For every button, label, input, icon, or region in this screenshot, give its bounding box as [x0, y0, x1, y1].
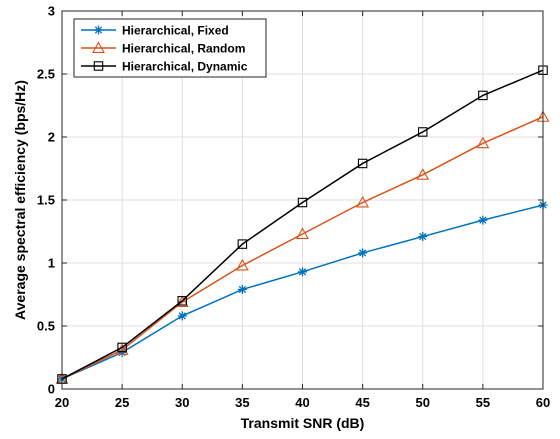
asterisk-stroke — [94, 26, 103, 34]
data-point — [177, 296, 188, 306]
data-point — [237, 284, 247, 294]
data-point — [358, 248, 368, 258]
data-point — [357, 158, 368, 169]
asterisk-marker — [418, 232, 428, 242]
asterisk-stroke — [298, 268, 307, 276]
data-point — [117, 342, 127, 353]
series-layer — [55, 65, 550, 384]
x-tick-label: 40 — [295, 395, 309, 410]
asterisk-marker — [358, 248, 368, 258]
asterisk-marker — [298, 267, 307, 277]
data-point — [356, 195, 370, 208]
x-tick-label: 25 — [115, 395, 129, 410]
triangle-marker — [356, 195, 370, 208]
y-tick-label: 1 — [48, 256, 55, 271]
x-tick-label: 30 — [175, 395, 189, 410]
triangle-marker — [235, 258, 249, 271]
data-point — [418, 232, 428, 242]
asterisk-stroke — [479, 216, 487, 224]
triangle-marker — [416, 168, 430, 180]
legend-item: Hierarchical, Dynamic — [81, 60, 248, 74]
y-axis-label: Average spectral efficiency (bps/Hz) — [12, 80, 28, 320]
triangle-marker — [175, 295, 189, 308]
asterisk-stroke — [178, 312, 186, 320]
data-point — [416, 168, 430, 180]
square-marker — [117, 342, 127, 353]
y-tick-label: 3 — [48, 4, 55, 19]
x-tick-label: 45 — [355, 395, 369, 410]
square-marker — [93, 61, 104, 71]
data-point — [177, 311, 187, 321]
square-marker — [357, 158, 368, 169]
y-tick-label: 2 — [48, 130, 55, 145]
series-line — [61, 69, 544, 380]
square-marker — [417, 127, 428, 137]
data-point — [237, 239, 248, 249]
x-tick-label: 60 — [536, 395, 550, 410]
x-axis-label: Transmit SNR (dB) — [241, 415, 365, 431]
data-point — [298, 267, 307, 277]
triangle-marker — [296, 227, 309, 239]
asterisk-marker — [94, 25, 103, 35]
data-point — [296, 227, 309, 239]
x-tick-label: 50 — [416, 395, 430, 410]
y-tick-label: 1.5 — [37, 193, 55, 208]
x-tick-label: 35 — [235, 395, 249, 410]
legend-label: Hierarchical, Fixed — [122, 24, 229, 38]
series-1 — [57, 200, 548, 384]
x-tick-label: 20 — [55, 395, 69, 410]
data-point — [235, 258, 249, 271]
square-marker — [237, 239, 248, 249]
asterisk-marker — [237, 284, 247, 294]
square-marker — [177, 296, 188, 306]
legend-item: Hierarchical, Random — [81, 41, 245, 56]
y-tick-label: 2.5 — [37, 67, 55, 82]
asterisk-marker — [478, 215, 488, 225]
asterisk-marker — [177, 311, 187, 321]
square-marker — [297, 197, 308, 208]
data-point — [175, 295, 189, 308]
series-2 — [55, 110, 550, 384]
data-point — [478, 90, 488, 101]
data-point — [478, 215, 488, 225]
legend-label: Hierarchical, Random — [122, 42, 245, 56]
data-point — [297, 197, 308, 208]
triangle-marker — [92, 41, 105, 53]
data-point — [476, 136, 490, 149]
series-line — [61, 116, 544, 380]
x-tick-label: 55 — [476, 395, 490, 410]
data-point — [417, 127, 428, 137]
asterisk-stroke — [419, 232, 427, 241]
legend-label: Hierarchical, Dynamic — [122, 60, 248, 74]
legend-item: Hierarchical, Fixed — [81, 24, 229, 38]
triangle-marker — [476, 136, 490, 149]
legend: Hierarchical, Fixed Hierarchical, Random H… — [73, 18, 267, 78]
y-tick-label: 0.5 — [37, 319, 55, 334]
y-tick-label: 0 — [48, 382, 55, 397]
asterisk-stroke — [358, 249, 367, 257]
axis-ticks: 20 25 30 35 40 45 50 55 60 0 0.5 1 1.5 2 2.5 3 — [37, 4, 550, 411]
square-marker — [478, 90, 488, 101]
asterisk-stroke — [238, 285, 247, 294]
